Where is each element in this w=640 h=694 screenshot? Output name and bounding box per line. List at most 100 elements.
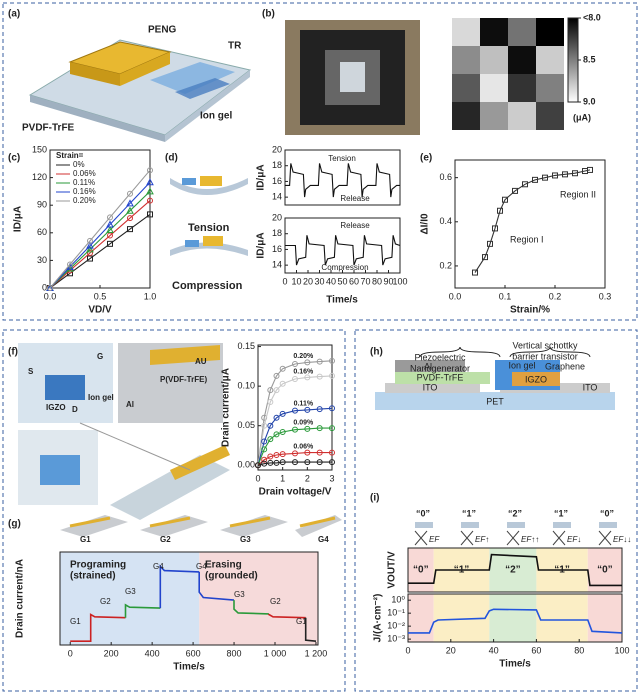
annotation: G3 (125, 587, 136, 596)
y-tick-label: 14 (272, 260, 282, 270)
marker (267, 398, 274, 405)
illustration-label: Ion gel (88, 393, 114, 402)
marker (273, 431, 280, 438)
panel-label: (i) (370, 493, 379, 504)
panel-label: (f) (8, 347, 18, 358)
annotation: Release (340, 221, 370, 230)
annotation: G4 (153, 562, 164, 571)
marker (279, 451, 286, 458)
x-axis-label: Time/s (499, 659, 531, 670)
marker (316, 425, 323, 432)
x-tick-label: 100 (392, 276, 407, 286)
marker (261, 456, 268, 463)
series-line (49, 169, 151, 289)
series-line (268, 613, 306, 619)
marker (329, 357, 335, 364)
state-label: “1” (454, 565, 470, 576)
fermi-label: EF↑↑ (521, 535, 539, 544)
marker (147, 167, 153, 174)
heatmap-cell (452, 46, 480, 74)
diagram-label: Al (424, 361, 432, 371)
frame (354, 329, 638, 692)
x-tick-label: 0.0 (449, 291, 462, 301)
heatmap-cell (536, 74, 564, 102)
x-tick-label: 0.1 (499, 291, 512, 301)
marker (292, 450, 298, 457)
x-tick-label: 600 (186, 648, 201, 658)
series-label: 0.20% (293, 353, 314, 360)
layer-diagram (375, 346, 615, 410)
fermi-label: EF↓ (567, 535, 581, 544)
photo (285, 20, 420, 135)
heatmap-cell (480, 102, 508, 130)
marker (261, 438, 268, 445)
marker (487, 240, 493, 247)
marker (497, 207, 503, 214)
marker (261, 422, 268, 429)
heatmap-cell (536, 46, 564, 74)
marker (492, 225, 498, 232)
diagram-label: PVDF-TrFE (417, 372, 464, 382)
panel-label: (g) (8, 519, 21, 530)
series-line (408, 553, 622, 587)
device-icon (415, 522, 433, 528)
marker (279, 365, 286, 372)
region (587, 594, 622, 642)
diagram-label: Vertical schottky (512, 340, 578, 350)
marker (329, 425, 335, 432)
marker (279, 459, 286, 466)
plot-frame (454, 159, 606, 289)
device-illustration (18, 343, 230, 520)
marker (329, 449, 335, 456)
marker (329, 372, 335, 379)
marker (316, 358, 323, 365)
legend-title: Strain= (56, 151, 84, 160)
marker (292, 459, 298, 466)
marker (267, 453, 274, 460)
device-icons (60, 515, 342, 537)
region (408, 594, 434, 642)
frame (2, 329, 346, 692)
colorbar (567, 17, 579, 103)
annotation: Compression (321, 263, 368, 272)
marker (316, 406, 323, 413)
illustration-label: IGZO (46, 403, 66, 412)
marker (87, 237, 93, 244)
y-axis-label: ID/μA (13, 206, 24, 232)
x-tick-label: 20 (303, 276, 313, 286)
marker (107, 240, 113, 247)
annotation: G4 (196, 562, 207, 571)
x-axis-label: Time/s (173, 662, 205, 673)
series-label: 0.09% (293, 420, 314, 427)
region (536, 594, 588, 642)
marker (304, 459, 311, 466)
x-tick-label: 1 200 (305, 648, 328, 658)
region-label: Erasing (205, 560, 242, 571)
plot-frame (407, 547, 623, 593)
series-line (70, 613, 126, 642)
bending-illustration (170, 176, 248, 256)
annotation: G1 (296, 617, 307, 626)
heatmap-cell (452, 18, 480, 46)
marker (329, 405, 335, 412)
y-tick-label: 18 (272, 228, 282, 238)
marker (512, 187, 518, 194)
marker (273, 451, 280, 458)
marker (304, 374, 311, 381)
state-label: “0” (600, 508, 614, 518)
heatmap-cell (452, 102, 480, 130)
fermi-label: EF↓↓ (613, 535, 631, 544)
marker (542, 174, 548, 181)
marker (67, 261, 73, 268)
illustration-label: P(VDF-TrFE) (160, 375, 207, 384)
device-icon (461, 522, 479, 528)
marker (587, 166, 593, 173)
marker (267, 436, 274, 443)
marker (304, 449, 311, 456)
y-tick-label: 0.4 (439, 216, 452, 226)
marker (107, 232, 113, 239)
y-tick-label: 16 (272, 176, 282, 186)
marker (279, 410, 286, 417)
